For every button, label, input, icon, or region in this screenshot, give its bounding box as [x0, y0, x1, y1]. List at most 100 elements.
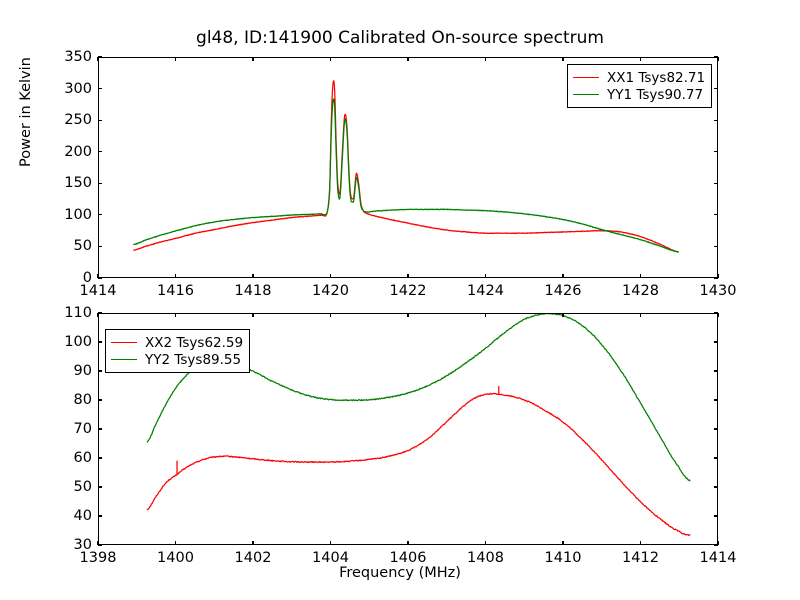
x-tick-mark — [717, 274, 719, 278]
x-tick-label: 1414 — [699, 550, 737, 566]
x-tick-mark — [97, 274, 99, 278]
legend-label: XX1 Tsys82.71 — [607, 69, 706, 86]
x-tick-label: 1412 — [622, 550, 659, 566]
x-tick-label: 1398 — [79, 550, 117, 566]
page-title: gl48, ID:141900 Calibrated On-source spe… — [196, 28, 604, 48]
lower-x-axis-label: Frequency (MHz) — [339, 565, 461, 581]
x-tick-mark — [639, 274, 642, 278]
y-tick-mark-right — [714, 119, 718, 121]
x-tick-mark — [484, 274, 487, 278]
legend-line-swatch — [573, 94, 599, 95]
y-tick-mark-right — [714, 341, 718, 343]
x-tick-mark — [97, 541, 99, 545]
y-tick-label: 0 — [82, 270, 92, 286]
x-tick-mark-top — [484, 313, 487, 317]
y-tick-mark-right — [714, 87, 718, 90]
x-tick-mark-top — [97, 313, 99, 317]
y-tick-mark — [98, 87, 102, 90]
x-tick-label: 1424 — [467, 283, 504, 299]
x-tick-mark — [484, 541, 487, 545]
legend-label: YY1 Tsys90.77 — [607, 86, 704, 103]
y-tick-label: 60 — [73, 450, 92, 466]
y-tick-label: 30 — [73, 537, 92, 553]
y-tick-label: 250 — [64, 112, 92, 129]
y-tick-label: 50 — [73, 479, 92, 495]
x-tick-label: 1414 — [79, 283, 117, 299]
y-tick-label: 70 — [73, 421, 92, 437]
x-tick-mark-top — [484, 57, 487, 61]
x-tick-mark-top — [639, 57, 642, 61]
y-tick-mark — [98, 119, 102, 121]
spectrum-trace — [133, 98, 679, 253]
y-tick-mark — [98, 544, 102, 546]
y-tick-mark — [98, 428, 102, 430]
x-tick-mark-top — [562, 57, 564, 61]
x-tick-mark — [252, 541, 254, 545]
y-tick-mark-right — [714, 214, 718, 216]
y-tick-mark — [98, 370, 102, 372]
x-tick-mark — [562, 541, 564, 545]
y-tick-label: 100 — [64, 334, 92, 350]
upper-y-axis-label: Power in Kelvin — [18, 57, 34, 167]
x-tick-label: 1408 — [467, 550, 504, 566]
y-tick-mark-right — [714, 370, 718, 372]
x-tick-label: 1420 — [312, 283, 349, 299]
x-tick-mark-top — [252, 313, 254, 317]
y-tick-mark — [98, 151, 102, 153]
y-tick-mark-right — [714, 312, 718, 314]
x-tick-label: 1428 — [622, 283, 659, 299]
y-tick-mark-right — [714, 277, 718, 279]
y-tick-mark-right — [714, 486, 718, 488]
y-tick-label: 200 — [64, 143, 92, 160]
legend-line-swatch — [111, 342, 137, 343]
y-tick-mark — [98, 457, 102, 459]
y-tick-mark-right — [714, 515, 718, 517]
y-tick-mark-right — [714, 182, 718, 184]
y-tick-label: 110 — [64, 305, 92, 321]
y-tick-label: 80 — [73, 392, 92, 408]
x-tick-mark-top — [329, 313, 332, 317]
x-tick-mark-top — [329, 57, 332, 61]
y-tick-mark — [98, 515, 102, 517]
lower-panel-legend: XX2 Tsys62.59 YY2 Tsys89.55 — [105, 329, 251, 373]
x-tick-mark-top — [717, 313, 719, 317]
spectrum-trace — [133, 80, 679, 253]
y-tick-mark — [98, 486, 102, 488]
x-tick-label: 1422 — [389, 283, 427, 299]
legend-entry[interactable]: XX2 Tsys62.59 — [111, 334, 243, 351]
x-tick-label: 1416 — [157, 283, 194, 299]
x-tick-mark-top — [174, 57, 177, 61]
y-tick-mark — [98, 182, 102, 184]
legend-line-swatch — [573, 77, 599, 78]
legend-entry[interactable]: YY2 Tsys89.55 — [111, 351, 243, 368]
spectrum-trace — [146, 392, 691, 537]
upper-panel-legend: XX1 Tsys82.71 YY1 Tsys90.77 — [567, 64, 713, 108]
legend-entry[interactable]: XX1 Tsys82.71 — [573, 69, 705, 86]
y-tick-mark — [98, 312, 102, 314]
x-tick-mark-top — [639, 313, 642, 317]
x-tick-label: 1404 — [312, 550, 349, 566]
y-tick-mark-right — [714, 151, 718, 153]
y-tick-mark-right — [714, 399, 718, 401]
y-tick-mark-right — [714, 245, 718, 248]
y-tick-label: 150 — [64, 175, 92, 192]
x-tick-label: 1410 — [544, 550, 582, 566]
legend-line-swatch — [111, 359, 137, 360]
x-tick-mark-top — [562, 313, 564, 317]
x-tick-mark — [717, 541, 719, 545]
x-tick-label: 1406 — [389, 550, 427, 566]
y-tick-label: 100 — [64, 206, 92, 223]
legend-label: XX2 Tsys62.59 — [145, 334, 244, 351]
y-tick-label: 300 — [64, 80, 92, 97]
y-tick-label: 350 — [64, 49, 92, 65]
x-tick-mark — [562, 274, 564, 278]
y-tick-label: 40 — [73, 508, 92, 524]
y-tick-mark — [98, 399, 102, 401]
x-tick-mark-top — [252, 57, 254, 61]
y-tick-mark — [98, 341, 102, 343]
legend-entry[interactable]: YY1 Tsys90.77 — [573, 86, 705, 103]
y-tick-mark-right — [714, 544, 718, 546]
x-tick-mark-top — [97, 57, 99, 61]
y-tick-mark — [98, 277, 102, 279]
